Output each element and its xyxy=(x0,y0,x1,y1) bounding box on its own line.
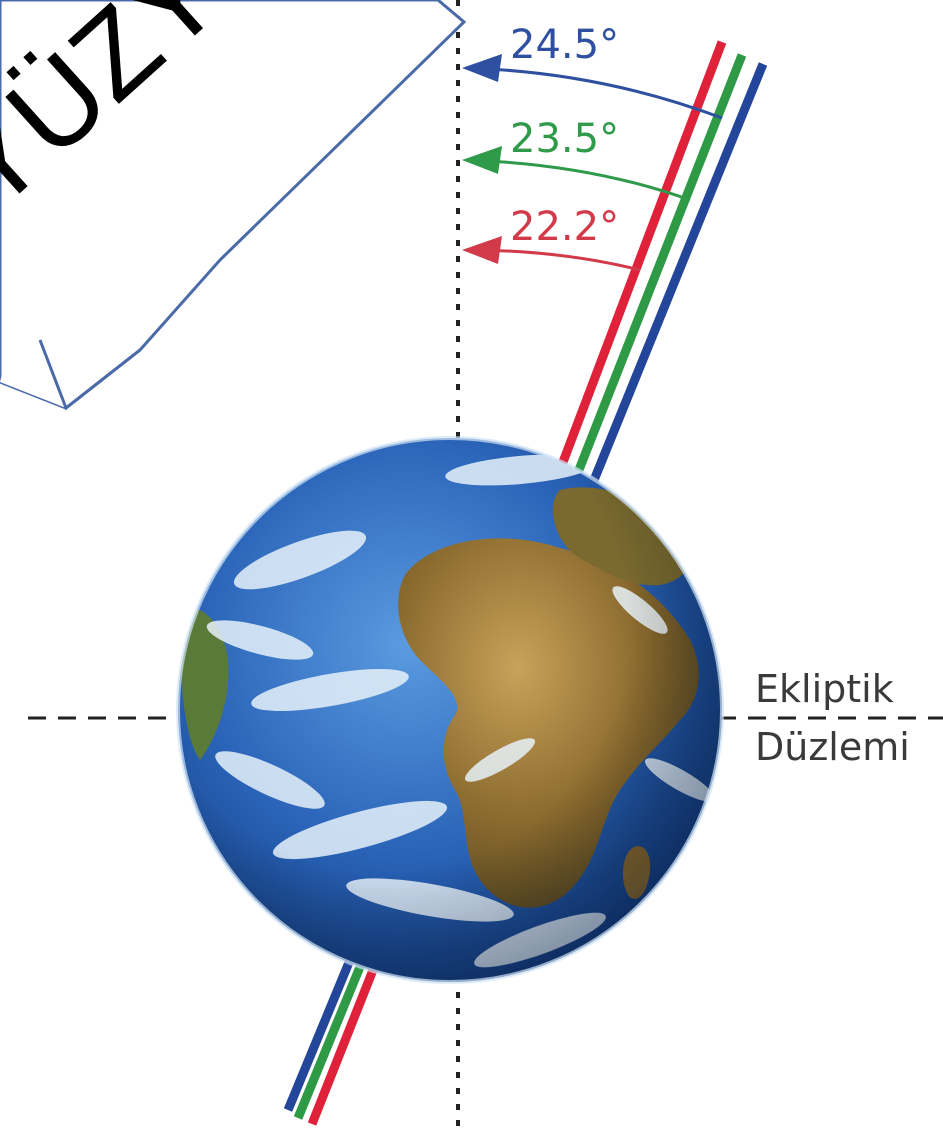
axis-blue-line-bottom xyxy=(283,958,355,1112)
ecliptic-label-line2: Düzlemi xyxy=(755,725,910,769)
arrowhead-green xyxy=(462,146,502,174)
axis-red-line xyxy=(555,40,727,472)
tilt-axes-bottom xyxy=(283,958,380,1126)
angle-label-green: 23.5° xyxy=(510,116,619,162)
arrowhead-red xyxy=(462,236,502,264)
callout-tail xyxy=(0,335,66,408)
arrowhead-blue xyxy=(462,54,502,82)
earth-globe xyxy=(176,436,724,984)
arc-blue xyxy=(465,66,723,120)
angle-label-red: 22.2° xyxy=(510,204,619,250)
arc-green xyxy=(465,158,691,202)
angle-arcs xyxy=(462,54,723,272)
tilt-axes-top xyxy=(555,40,768,492)
angle-label-blue: 24.5° xyxy=(510,22,619,68)
axis-green-line-bottom xyxy=(293,960,367,1120)
callout-bubble: .YÜZYIL xyxy=(0,0,467,411)
callout-tail-outline xyxy=(38,339,141,411)
ecliptic-label-line1: Ekliptik xyxy=(755,667,894,711)
axis-blue-line xyxy=(585,62,768,492)
axis-green-line xyxy=(570,53,747,482)
axis-red-line-bottom xyxy=(307,963,380,1126)
callout-shape xyxy=(0,0,467,410)
